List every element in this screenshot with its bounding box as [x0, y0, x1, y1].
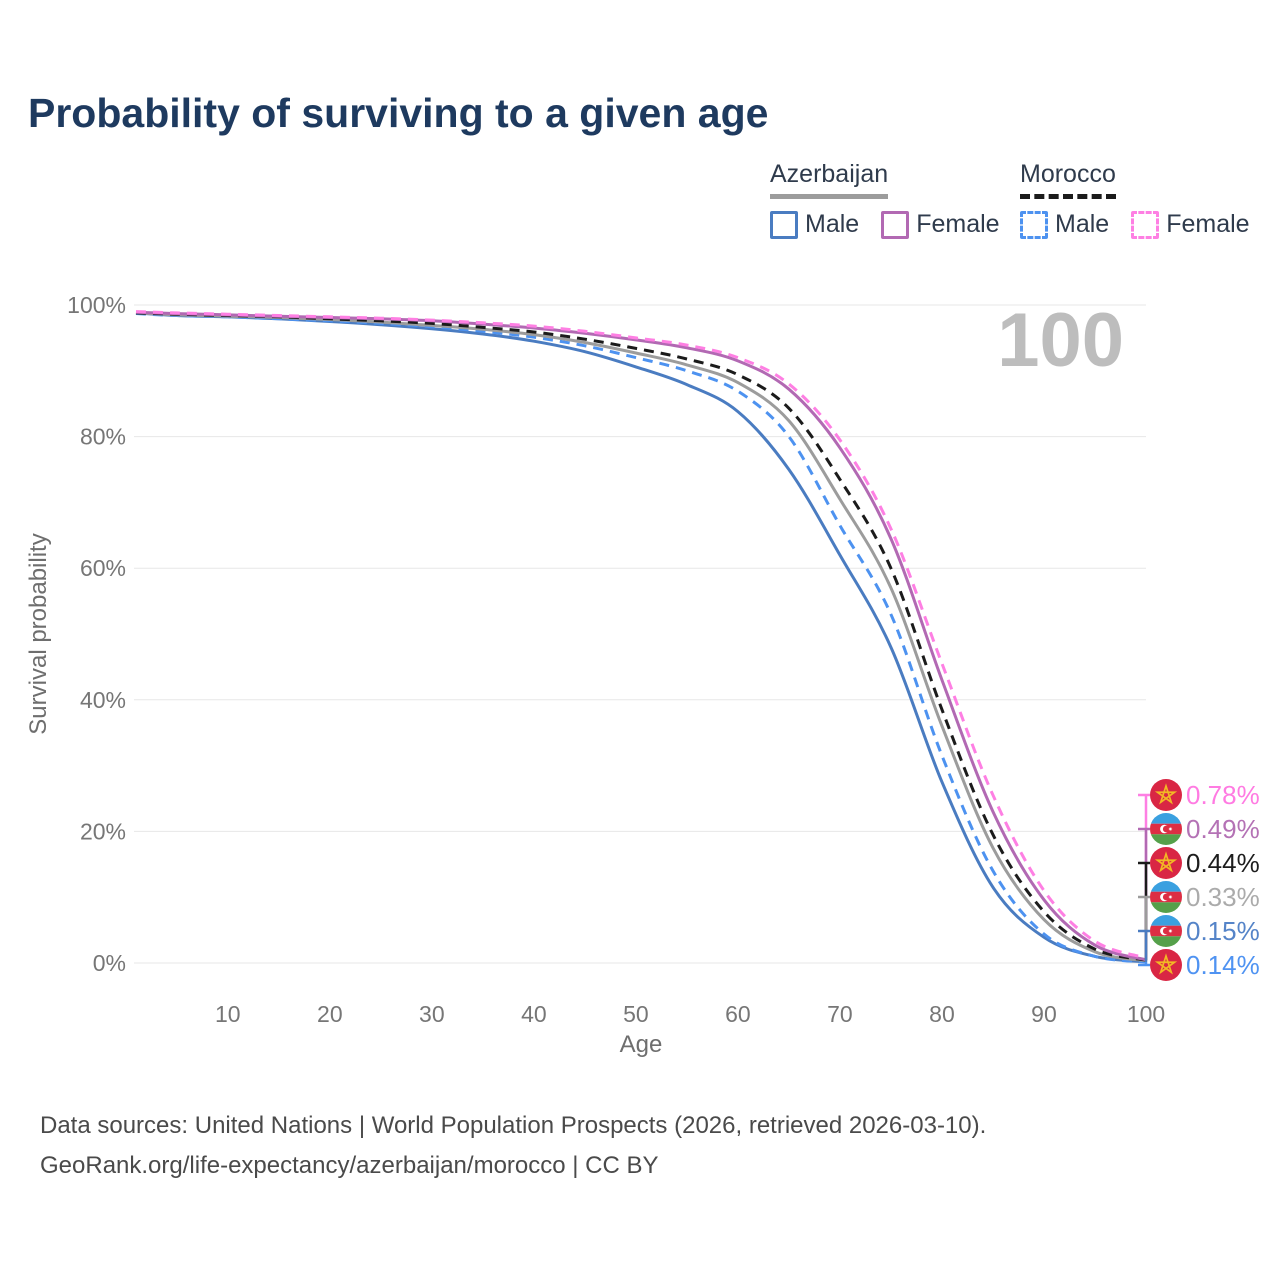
end-label-morocco_female: 0.78%	[1186, 780, 1260, 810]
y-tick-40: 40%	[80, 687, 126, 713]
x-tick-90: 90	[1031, 1001, 1057, 1027]
morocco-flag-icon	[1149, 846, 1183, 880]
legend-morocco-male-swatch[interactable]	[1020, 210, 1048, 239]
footer: Data sources: United Nations | World Pop…	[40, 1106, 986, 1186]
curve-azerbaijan_female[interactable]	[135, 310, 1147, 962]
legend-azerbaijan-male-swatch[interactable]	[770, 210, 798, 239]
footer-attribution: GeoRank.org/life-expectancy/azerbaijan/m…	[40, 1152, 659, 1179]
legend-group-morocco: Morocco Male Female	[1020, 160, 1272, 239]
x-tick-20: 20	[317, 1001, 343, 1027]
x-tick-60: 60	[725, 1001, 751, 1027]
x-tick-100: 100	[1127, 1001, 1165, 1027]
y-axis-title: Survival probability	[25, 533, 52, 734]
x-tick-10: 10	[215, 1001, 241, 1027]
x-tick-30: 30	[419, 1001, 445, 1027]
x-tick-80: 80	[929, 1001, 955, 1027]
hover-age-watermark: 100	[997, 298, 1124, 383]
leader-line-azerbaijan_male	[1138, 929, 1150, 962]
azerbaijan-flag-icon	[1150, 915, 1182, 947]
curve-morocco_all[interactable]	[135, 311, 1147, 962]
leader-line-azerbaijan_female	[1138, 827, 1150, 960]
x-axis-title: Age	[620, 1031, 663, 1058]
y-tick-60: 60%	[80, 555, 126, 581]
legend-morocco-female-label[interactable]: Female	[1166, 210, 1250, 238]
leader-line-morocco_all	[1138, 861, 1150, 960]
end-label-morocco_all: 0.44%	[1186, 848, 1260, 878]
y-tick-20: 20%	[80, 818, 126, 844]
footer-data-sources: Data sources: United Nations | World Pop…	[40, 1112, 987, 1139]
azerbaijan-flag-icon	[1150, 881, 1182, 913]
y-tick-0: 0%	[93, 950, 126, 976]
morocco-flag-icon	[1149, 948, 1183, 982]
legend-azerbaijan-female-swatch[interactable]	[881, 210, 910, 239]
end-label-azerbaijan_male: 0.15%	[1186, 916, 1260, 946]
end-label-azerbaijan_female: 0.49%	[1186, 814, 1260, 844]
curve-azerbaijan_all[interactable]	[135, 311, 1147, 963]
legend-morocco-male-label[interactable]: Male	[1055, 210, 1110, 238]
morocco-flag-icon	[1149, 778, 1183, 812]
end-label-azerbaijan_all: 0.33%	[1186, 882, 1260, 912]
legend-azerbaijan-female-label[interactable]: Female	[916, 210, 1000, 238]
legend-azerbaijan-title[interactable]: Azerbaijan	[770, 160, 889, 199]
azerbaijan-flag-icon	[1150, 813, 1182, 845]
page-title: Probability of surviving to a given age	[28, 90, 769, 136]
leader-line-azerbaijan_all	[1138, 895, 1150, 961]
leader-line-morocco_male	[1138, 962, 1150, 967]
legend-morocco-title[interactable]: Morocco	[1020, 160, 1116, 199]
legend-azerbaijan-male-label[interactable]: Male	[805, 210, 860, 238]
legend-morocco-female-swatch[interactable]	[1131, 210, 1160, 239]
x-tick-70: 70	[827, 1001, 853, 1027]
legend-group-azerbaijan: Azerbaijan Male Female	[770, 160, 1022, 239]
curve-morocco_female[interactable]	[135, 310, 1147, 960]
curve-morocco_male[interactable]	[135, 312, 1147, 964]
curve-azerbaijan_male[interactable]	[135, 311, 1147, 964]
leader-line-morocco_female	[1138, 793, 1150, 958]
end-label-morocco_male: 0.14%	[1186, 950, 1260, 980]
x-tick-50: 50	[623, 1001, 649, 1027]
y-tick-100: 100%	[67, 292, 126, 318]
y-tick-80: 80%	[80, 424, 126, 450]
x-tick-40: 40	[521, 1001, 547, 1027]
